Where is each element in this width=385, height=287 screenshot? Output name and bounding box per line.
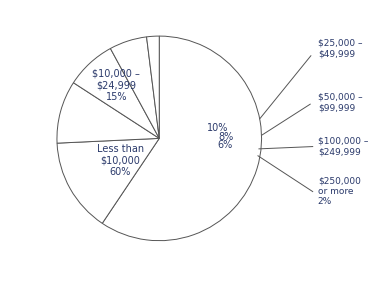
Text: $50,000 –
$99,999: $50,000 – $99,999: [318, 93, 362, 112]
Wedge shape: [110, 37, 159, 138]
Text: 10%: 10%: [207, 123, 228, 133]
Text: $10,000 –
$24,999
15%: $10,000 – $24,999 15%: [92, 69, 140, 102]
Wedge shape: [74, 49, 159, 138]
Wedge shape: [57, 138, 159, 223]
Text: $100,000 –
$249,999: $100,000 – $249,999: [318, 137, 368, 156]
Wedge shape: [102, 36, 261, 241]
Wedge shape: [147, 36, 159, 138]
Text: 8%: 8%: [218, 132, 233, 142]
Wedge shape: [57, 83, 159, 143]
Text: $250,000
or more
2%: $250,000 or more 2%: [318, 177, 361, 206]
Text: Less than
$10,000
60%: Less than $10,000 60%: [97, 144, 144, 177]
Text: 6%: 6%: [218, 140, 233, 150]
Text: $25,000 –
$49,999: $25,000 – $49,999: [318, 39, 362, 58]
